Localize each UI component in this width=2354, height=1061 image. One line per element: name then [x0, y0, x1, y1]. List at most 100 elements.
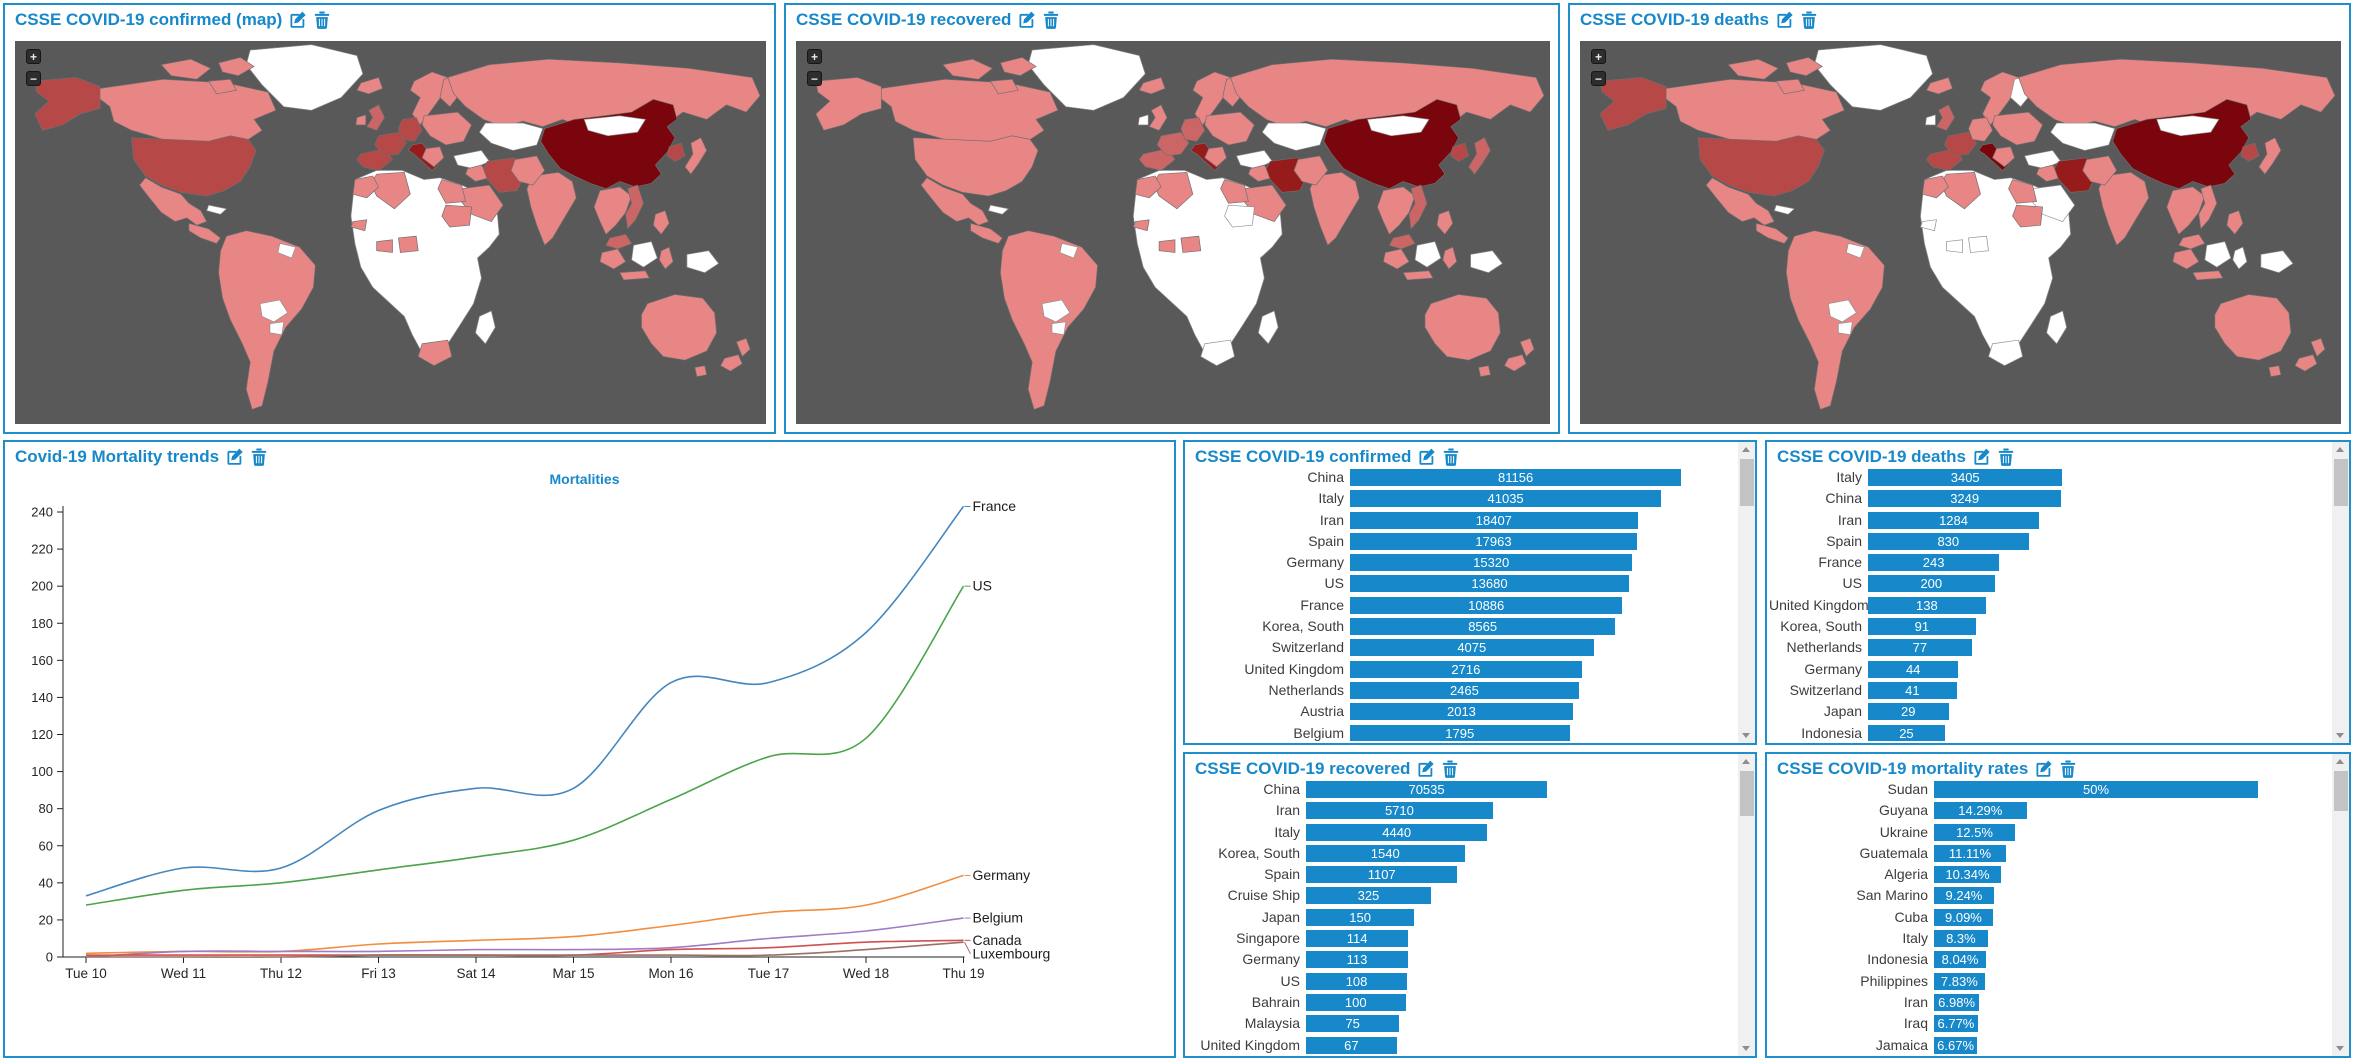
bar: 13680	[1350, 575, 1629, 593]
bar-row: Korea, South 8565	[1187, 618, 1736, 636]
scrollbar[interactable]	[2332, 442, 2349, 743]
world-map-recovered[interactable]: + −	[796, 41, 1550, 424]
country-malaysia	[1388, 233, 1416, 250]
bar-category-label: Italy	[1318, 490, 1344, 507]
y-tick-label: 180	[31, 616, 53, 631]
bar-category-label: Austria	[1300, 703, 1344, 720]
country-indochina	[593, 186, 633, 235]
country-france	[374, 131, 407, 157]
scrollbar-thumb[interactable]	[1739, 771, 1754, 816]
bar-category-label: United Kingdom	[1769, 596, 1868, 613]
bar-value-label: 10886	[1468, 597, 1505, 613]
country-newguinea	[2260, 250, 2294, 273]
y-tick-label: 80	[39, 801, 53, 816]
country-madagascar	[1257, 310, 1279, 345]
zoom-out-button[interactable]: −	[1591, 71, 1606, 86]
scrollbar[interactable]	[2332, 754, 2349, 1056]
bar-category-label: Indonesia	[1801, 724, 1862, 741]
bar: 18407	[1350, 511, 1638, 529]
country-safrica	[1200, 339, 1235, 367]
trash-icon[interactable]	[251, 448, 267, 466]
scrollbar-down-arrow[interactable]	[1738, 728, 1755, 743]
country-morocco	[1922, 175, 1949, 199]
edit-icon[interactable]	[1418, 448, 1436, 466]
scrollbar-up-arrow[interactable]	[1738, 754, 1755, 769]
country-india	[526, 171, 577, 246]
trash-icon[interactable]	[314, 11, 330, 29]
bar-row: Singapore 114	[1187, 930, 1736, 948]
bar: 8.04%	[1934, 951, 1987, 969]
bar-value-label: 12.5%	[1956, 824, 1993, 840]
scrollbar-down-arrow[interactable]	[2332, 728, 2349, 743]
zoom-in-button[interactable]: +	[807, 49, 822, 64]
trash-icon[interactable]	[1043, 11, 1059, 29]
world-map-deaths[interactable]: + −	[1580, 41, 2341, 424]
edit-icon[interactable]	[226, 448, 244, 466]
bar-category-label: Jamaica	[1875, 1036, 1928, 1053]
zoom-in-button[interactable]: +	[1591, 49, 1606, 64]
bar: 100	[1306, 993, 1406, 1011]
country-japan	[1468, 137, 1491, 175]
scrollbar-up-arrow[interactable]	[2332, 754, 2349, 769]
country-paraguay	[1837, 321, 1853, 336]
country-can_isl1	[1727, 58, 1779, 80]
country-camerica	[970, 222, 1003, 244]
country-vietnam	[2198, 184, 2218, 230]
trash-icon[interactable]	[1801, 11, 1817, 29]
series-line-canada	[85, 939, 964, 957]
bar: 150	[1306, 908, 1415, 926]
bar: 6.77%	[1934, 1015, 1978, 1033]
bar-chart-mortality-rates: Sudan 50% Guyana 14.29% Ukraine 12.5% Guatemal…	[1769, 781, 2330, 1054]
country-nz_n	[735, 337, 751, 358]
country-mongolia	[583, 115, 646, 137]
bar: 9.09%	[1934, 908, 1993, 926]
edit-icon[interactable]	[1018, 11, 1036, 29]
trash-icon[interactable]	[1443, 448, 1459, 466]
scrollbar-down-arrow[interactable]	[2332, 1041, 2349, 1056]
scrollbar-up-arrow[interactable]	[2332, 442, 2349, 457]
bar-category-label: Italy	[1836, 469, 1862, 485]
edit-icon[interactable]	[1973, 448, 1991, 466]
bar-row: Sudan 50%	[1769, 781, 2330, 798]
country-kazakh	[2050, 122, 2116, 151]
bar-row: Indonesia 25	[1769, 724, 2330, 741]
edit-icon[interactable]	[1417, 760, 1435, 778]
scrollbar[interactable]	[1738, 754, 1755, 1056]
scrollbar[interactable]	[1738, 442, 1755, 743]
bar: 41035	[1350, 490, 1662, 508]
bar-category-label: Netherlands	[1268, 681, 1345, 698]
trash-icon[interactable]	[1442, 760, 1458, 778]
scrollbar-down-arrow[interactable]	[1738, 1041, 1755, 1056]
panel-title: CSSE COVID-19 confirmed (map)	[15, 10, 283, 29]
bar-value-label: 6.67%	[1937, 1037, 1975, 1053]
scrollbar-thumb[interactable]	[1739, 459, 1754, 506]
country-sudan	[1224, 204, 1255, 228]
scrollbar-thumb[interactable]	[2333, 459, 2348, 506]
zoom-out-button[interactable]: −	[26, 71, 41, 86]
trash-icon[interactable]	[2060, 760, 2076, 778]
zoom-in-button[interactable]: +	[26, 49, 41, 64]
bar: 6.98%	[1934, 993, 1980, 1011]
panel-header: CSSE COVID-19 deaths	[1767, 442, 2349, 469]
panel-header: CSSE COVID-19 confirmed (map)	[5, 5, 774, 32]
bar-row: Jamaica 6.67%	[1769, 1036, 2330, 1054]
x-tick-label: Mar 15	[552, 966, 594, 981]
trash-icon[interactable]	[1998, 448, 2014, 466]
edit-icon[interactable]	[2035, 760, 2053, 778]
edit-icon[interactable]	[1776, 11, 1794, 29]
country-can_isl2	[999, 57, 1037, 76]
scrollbar-thumb[interactable]	[2333, 771, 2348, 811]
country-korea	[1450, 142, 1470, 162]
country-nz_n	[2310, 337, 2326, 358]
bar-category-label: China	[1307, 469, 1344, 485]
bar-value-label: 114	[1346, 931, 1368, 947]
panel-bar-deaths: CSSE COVID-19 deaths Italy 3405 China 3249 I…	[1765, 440, 2351, 745]
scrollbar-up-arrow[interactable]	[1738, 442, 1755, 457]
edit-icon[interactable]	[289, 11, 307, 29]
world-map-confirmed[interactable]: + −	[15, 41, 766, 424]
bar-row: France 10886	[1187, 596, 1736, 614]
zoom-out-button[interactable]: −	[807, 71, 822, 86]
bar-row: China 3249	[1769, 490, 2330, 508]
country-canada	[1663, 78, 1845, 142]
bar-value-label: 138	[1916, 597, 1938, 613]
